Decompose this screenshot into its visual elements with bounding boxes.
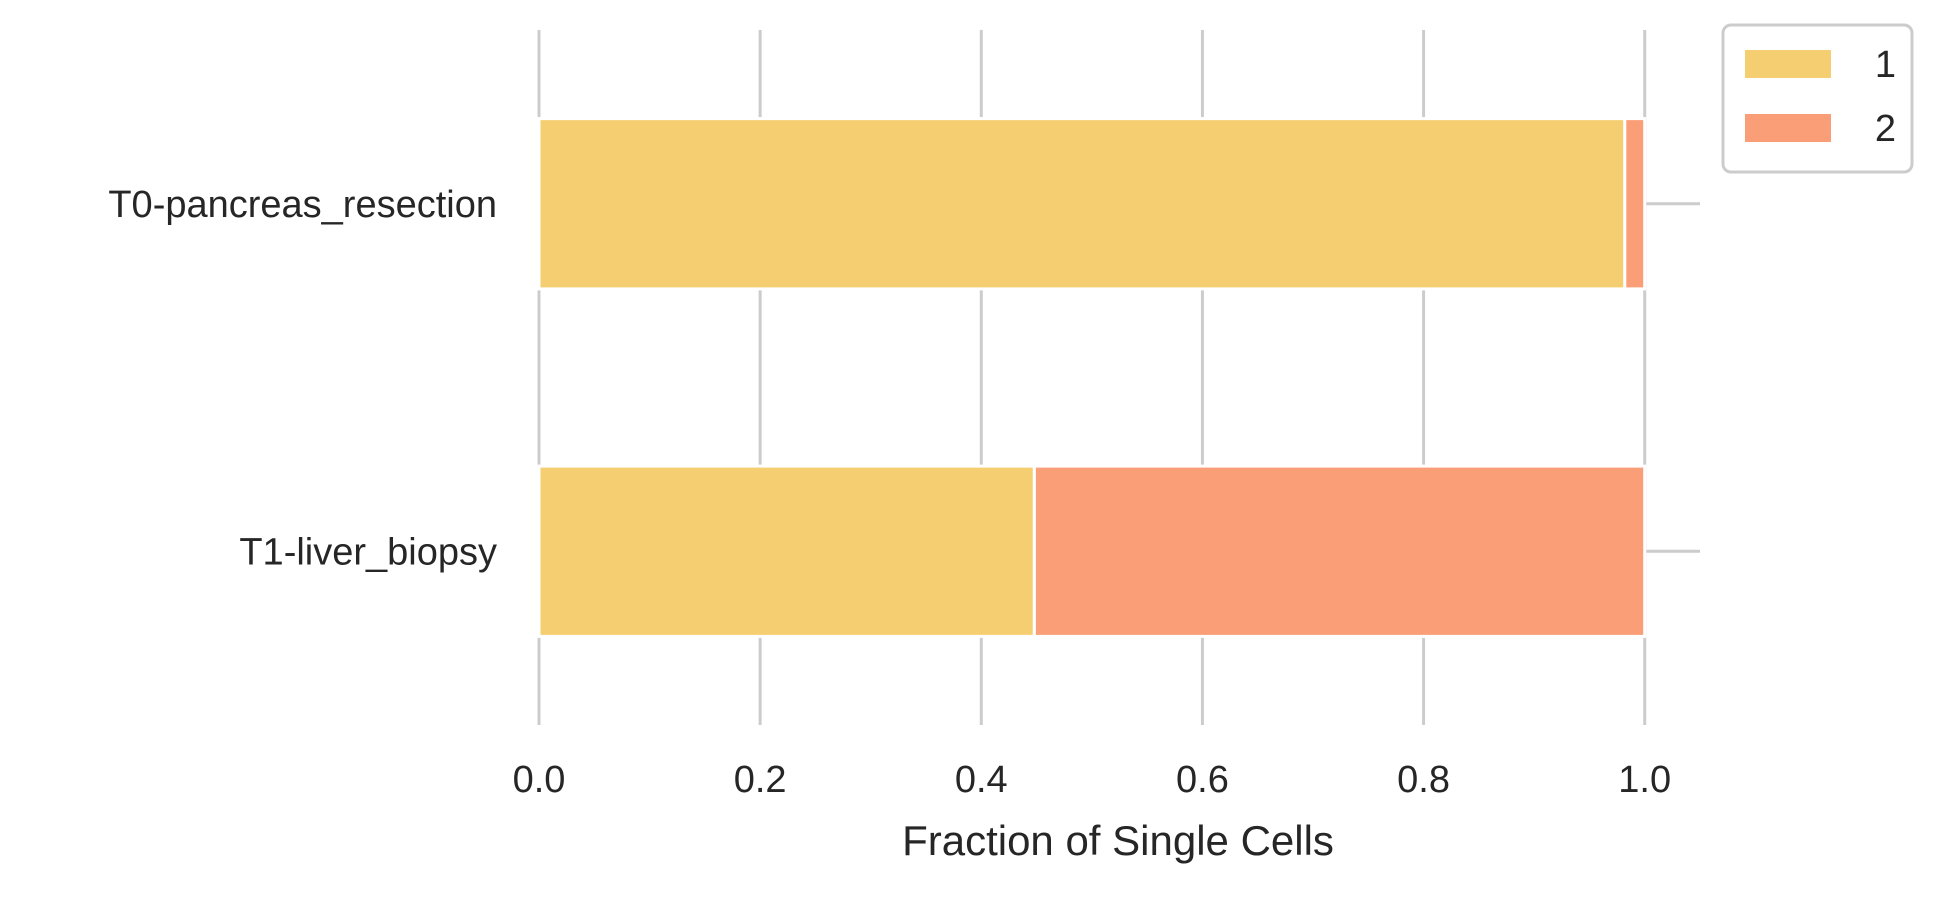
bars xyxy=(537,117,1647,638)
bar-T1-liver_biopsy-series-1 xyxy=(537,464,1036,638)
category-label: T0-pancreas_resection xyxy=(108,184,497,226)
category-label: T1-liver_biopsy xyxy=(239,531,497,573)
x-tick-label: 1.0 xyxy=(1618,759,1671,801)
category-labels: T0-pancreas_resection T1-liver_biopsy xyxy=(108,184,497,574)
x-tick-label: 0.8 xyxy=(1397,759,1450,801)
bar-T0-pancreas_resection-series-2 xyxy=(1623,117,1647,291)
x-axis-title: Fraction of Single Cells xyxy=(902,817,1334,864)
bar-T0-pancreas_resection-series-1 xyxy=(537,117,1627,291)
x-tick-labels: 0.0 0.2 0.4 0.6 0.8 1.0 xyxy=(513,759,1672,801)
bar-T1-liver_biopsy-series-2 xyxy=(1032,464,1647,638)
legend-label-2: 2 xyxy=(1875,108,1896,150)
x-tick-label: 0.0 xyxy=(513,759,566,801)
x-tick-label: 0.4 xyxy=(955,759,1008,801)
legend: 12 xyxy=(1721,23,1914,174)
legend-swatch-2 xyxy=(1745,114,1831,142)
x-tick-label: 0.6 xyxy=(1176,759,1229,801)
legend-label-1: 1 xyxy=(1875,44,1896,86)
x-tick-label: 0.2 xyxy=(734,759,787,801)
legend-swatch-1 xyxy=(1745,50,1831,78)
